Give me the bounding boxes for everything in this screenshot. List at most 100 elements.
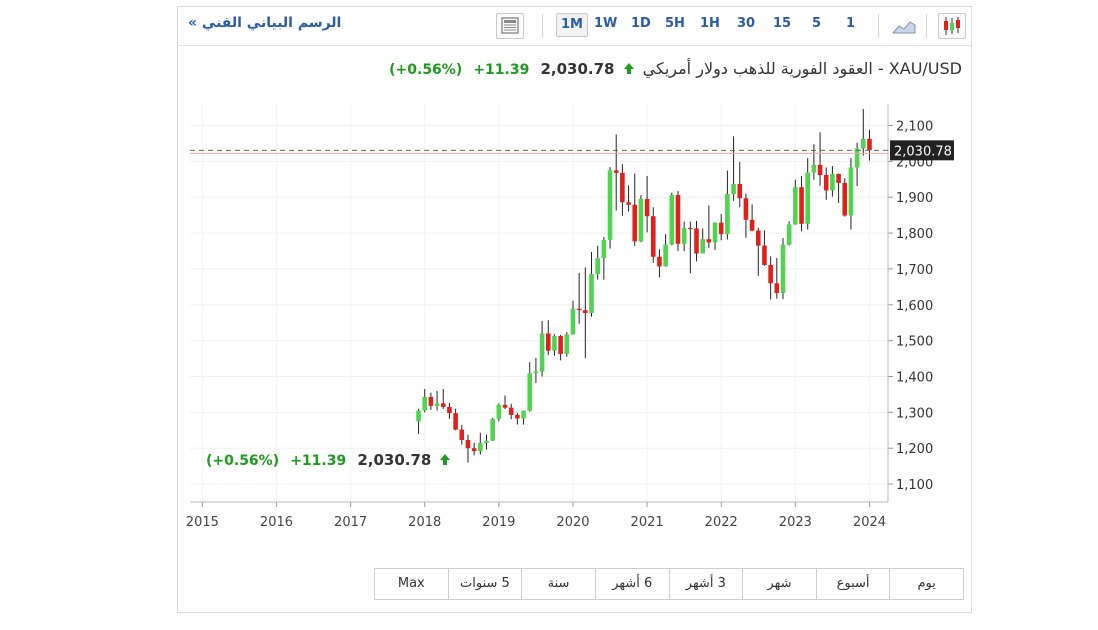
candle [681,221,687,252]
candle-body [681,228,687,244]
candle [786,221,792,246]
candle [471,442,477,456]
candle [725,170,730,240]
candle-body [570,308,576,335]
candle-body [422,396,428,411]
y-tick-label: 1,500 [896,335,933,350]
y-tick-label: 1,700 [896,263,933,278]
candle [496,403,502,422]
candle-body [564,334,570,354]
candlestick-icon[interactable] [938,13,966,39]
candle [552,334,557,356]
x-tick-label: 2020 [556,515,589,530]
candle-body [533,371,539,374]
instrument-header-line: (+0.56%) +11.39 2,030.78 XAU/USD - العقو… [389,59,962,79]
candle-body [620,172,625,203]
candle-body [644,199,650,217]
candle [583,267,588,359]
candle [657,249,662,278]
candle-body [811,164,817,173]
candle-body [607,170,613,240]
candle [644,176,650,233]
toolbar-divider [926,14,927,38]
timeframe-1h[interactable]: 1H [700,16,720,31]
range-1-month[interactable]: شهر [742,569,816,599]
x-tick-label: 2022 [705,515,738,530]
candle [749,204,755,232]
x-tick-label: 2024 [853,515,886,530]
candle-body [780,244,786,293]
timeframe-1[interactable]: 1 [846,16,856,31]
timeframe-1m[interactable]: 1M [556,13,588,37]
candle-body [860,138,866,149]
range-1-day[interactable]: يوم [889,569,963,599]
candle-body [552,335,557,351]
candle [743,193,749,238]
y-tick-label: 1,900 [896,191,933,206]
timeframe-1w[interactable]: 1W [594,16,618,31]
candle-body [583,310,588,314]
candle [799,176,804,232]
candle-body [502,404,508,408]
candle-body [700,239,705,254]
technical-chart-link[interactable]: الرسم البياني الفني » [188,15,342,31]
candle-body [465,439,471,449]
candle [836,173,841,203]
candle [515,413,520,425]
candle [669,192,675,246]
candle-body [786,224,792,245]
timeframe-30[interactable]: 30 [737,16,756,31]
y-tick-label: 1,200 [896,442,933,457]
candle-body [484,440,489,443]
candle-body [595,258,600,274]
x-tick-label: 2017 [334,515,367,530]
candle-body [490,418,495,441]
candle [811,144,817,180]
area-chart-icon[interactable] [890,15,918,37]
candle [823,167,829,200]
x-tick-label: 2023 [779,515,812,530]
candle [688,221,693,274]
candle-body [675,195,681,244]
candle-series [416,109,872,463]
candle-body [823,174,829,191]
candle [508,403,514,420]
candle-body [527,373,533,411]
candle [484,434,489,450]
candle [737,162,743,208]
candle [626,185,631,212]
price-chart: 1,100 1,200 1,300 1,400 1,500 1,600 1,700 1,800… [186,104,954,530]
x-tick-label: 2021 [631,515,664,530]
candle-body [669,195,675,245]
candle [805,158,810,230]
timeframe-1d[interactable]: 1D [631,16,651,31]
candle-body [743,198,749,220]
timeframe-5h[interactable]: 5H [665,16,685,31]
last-price-label: 2,030.78 [894,144,952,159]
candle-body [706,239,712,243]
candle [570,300,576,335]
range-max[interactable]: Max [397,576,425,591]
range-1-year[interactable]: سنة [521,569,595,599]
range-1-week[interactable]: أسبوع [815,569,890,599]
candle [620,164,625,216]
candle [607,167,613,249]
range-5-years[interactable]: 5 سنوات [447,569,522,599]
range-3-months[interactable]: 3 أشهر [668,569,743,599]
timeframe-5[interactable]: 5 [812,16,822,31]
x-tick-label: 2018 [408,515,441,530]
candle-body [416,410,421,422]
candle [638,195,644,243]
arrow-up-icon [623,60,635,79]
news-icon[interactable] [496,13,524,39]
candle [731,136,736,201]
range-6-months[interactable]: 6 أشهر [594,569,669,599]
candle [601,237,607,280]
candle [521,410,526,425]
candle-body [638,199,644,242]
candle-body [694,228,699,254]
chart-widget: الرسم البياني الفني » 1M 1W 1D 5H 1H 30 … [177,6,972,613]
timeframe-15[interactable]: 15 [773,16,792,31]
candle [434,390,440,411]
candle-body [459,429,465,440]
